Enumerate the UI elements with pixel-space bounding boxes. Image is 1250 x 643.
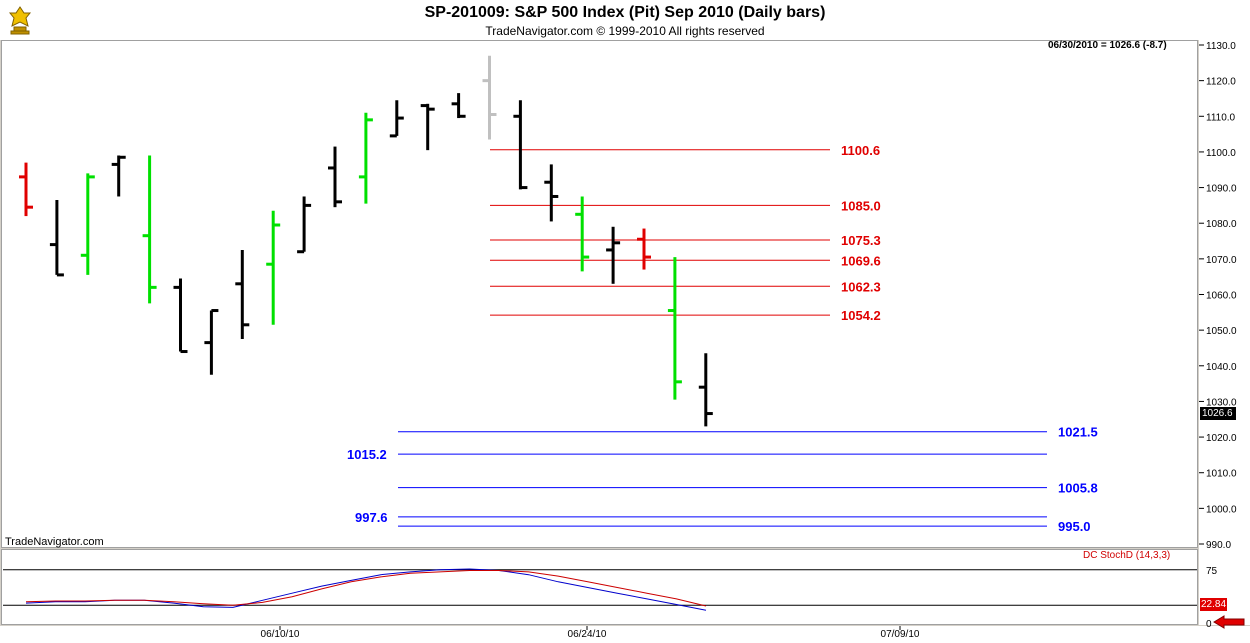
price-axis-label: 1040.0 [1206, 362, 1237, 373]
resistance-label: 1085.0 [841, 198, 881, 213]
price-axis-label: 1090.0 [1206, 184, 1237, 195]
date-axis-label: 06/10/10 [261, 629, 300, 640]
resistance-label: 1100.6 [841, 143, 880, 158]
resistance-label: 1069.6 [841, 253, 881, 268]
resistance-label: 1075.3 [841, 233, 881, 248]
resistance-label: 1062.3 [841, 279, 881, 294]
indicator-panel[interactable] [1, 549, 1198, 625]
chart-header: SP-201009: S&P 500 Index (Pit) Sep 2010 … [0, 0, 1250, 40]
support-label: 1021.5 [1058, 425, 1098, 440]
copyright-text: TradeNavigator.com © 1999-2010 All right… [485, 24, 765, 38]
price-axis-label: 1060.0 [1206, 291, 1237, 302]
support-label: 1015.2 [347, 447, 387, 462]
price-axis-label: 1120.0 [1206, 77, 1236, 88]
price-axis-label: 1010.0 [1206, 469, 1237, 480]
price-axis-label: 1080.0 [1206, 219, 1237, 230]
price-readout: 06/30/2010 = 1026.6 (-8.7) [1048, 40, 1167, 51]
stoch-value-label: 22.84 [1200, 598, 1227, 611]
price-axis[interactable] [1199, 40, 1250, 625]
stoch-axis-label: 75 [1206, 566, 1218, 577]
price-axis-label: 1070.0 [1206, 255, 1237, 266]
support-label: 997.6 [355, 510, 388, 525]
date-axis-label: 06/24/10 [568, 629, 607, 640]
price-axis-label: 1110.0 [1206, 112, 1236, 123]
stoch-line-k [25, 568, 707, 611]
price-axis-label: 1030.0 [1206, 397, 1237, 408]
price-axis-label: 1020.0 [1206, 433, 1237, 444]
price-axis-label: 1000.0 [1206, 504, 1237, 515]
last-price-label: 1026.6 [1200, 407, 1236, 420]
date-axis-label: 07/09/10 [881, 629, 920, 640]
indicator-name: DC StochD (14,3,3) [1083, 550, 1171, 561]
stoch-axis-label: 0 [1206, 619, 1212, 630]
price-axis-label: 1100.0 [1206, 148, 1236, 159]
resistance-label: 1054.2 [841, 308, 881, 323]
price-panel[interactable] [1, 40, 1198, 548]
watermark-text: TradeNavigator.com [5, 536, 104, 548]
date-axis[interactable] [0, 626, 1250, 643]
price-axis-label: 1130.0 [1206, 41, 1236, 52]
support-label: 995.0 [1058, 519, 1091, 534]
back-arrow-icon[interactable] [1213, 615, 1245, 629]
stoch-line-d [25, 570, 707, 607]
trophy-icon[interactable] [4, 4, 36, 36]
price-axis-label: 990.0 [1206, 540, 1231, 551]
price-axis-label: 1050.0 [1206, 326, 1237, 337]
chart-title: SP-201009: S&P 500 Index (Pit) Sep 2010 … [424, 4, 826, 21]
support-label: 1005.8 [1058, 481, 1098, 496]
